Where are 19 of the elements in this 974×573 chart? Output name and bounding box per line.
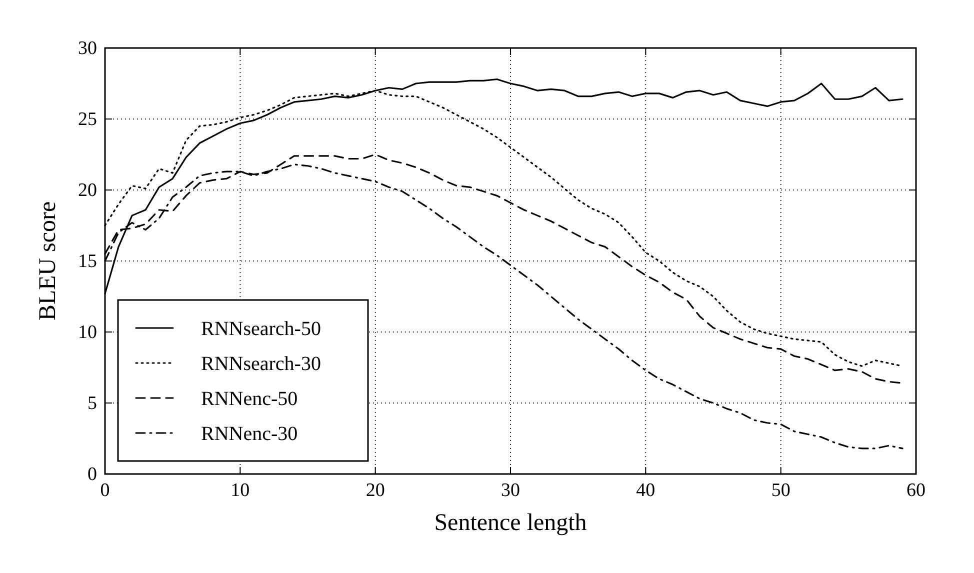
y-axis-title: BLEU score [35,201,61,321]
y-tick-label: 5 [88,393,97,414]
legend-label: RNNsearch-30 [201,353,321,375]
x-tick-label: 30 [501,480,520,501]
legend-label: RNNenc-30 [201,423,298,445]
x-tick-label: 50 [771,480,790,501]
y-tick-label: 20 [78,180,97,201]
y-tick-label: 30 [78,38,97,59]
legend-label: RNNenc-50 [201,388,298,410]
y-tick-label: 15 [78,251,97,272]
x-tick-label: 40 [636,480,656,501]
y-tick-label: 0 [88,464,97,485]
y-tick-label: 25 [78,109,97,130]
x-tick-label: 10 [230,480,250,501]
x-tick-label: 60 [906,480,926,501]
legend-label: RNNsearch-50 [201,318,321,340]
x-axis-title: Sentence length [434,510,587,536]
y-tick-label: 10 [78,322,97,343]
x-tick-label: 20 [366,480,385,501]
